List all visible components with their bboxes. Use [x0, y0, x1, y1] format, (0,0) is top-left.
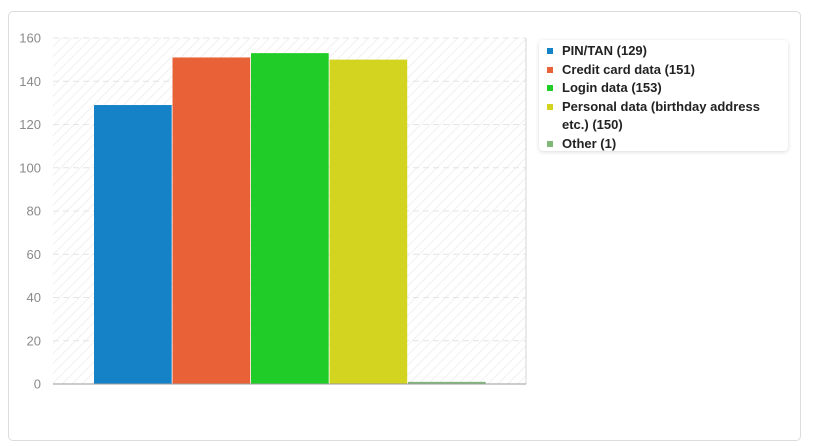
y-tick-label: 60: [27, 247, 41, 262]
legend-item[interactable]: Credit card data (151): [547, 61, 780, 80]
y-tick-label: 0: [34, 377, 41, 392]
legend-swatch: [547, 66, 553, 73]
y-tick-label: 80: [27, 204, 41, 219]
legend-label: PIN/TAN (129): [562, 43, 647, 58]
y-tick-label: 120: [19, 117, 41, 132]
bar[interactable]: [408, 381, 486, 384]
chart-legend: PIN/TAN (129) Credit card data (151) Login…: [539, 40, 788, 151]
bar[interactable]: [251, 53, 329, 384]
legend-label: Personal data (birthday address etc.) (1…: [562, 98, 760, 133]
y-tick-label: 100: [19, 160, 41, 175]
legend-swatch: [547, 140, 553, 147]
legend-label: Login data (153): [562, 80, 662, 95]
y-axis-ticks: 0 20 40 60 80 100 120 140 160: [19, 31, 41, 392]
gridlines: [53, 37, 526, 342]
bar[interactable]: [172, 57, 251, 385]
bar[interactable]: [94, 105, 172, 384]
legend-item[interactable]: Other (1): [547, 135, 780, 154]
legend-swatch: [547, 103, 553, 110]
legend-label: Credit card data (151): [562, 61, 695, 77]
y-tick-label: 160: [19, 31, 41, 46]
legend-swatch: [547, 85, 553, 91]
bar[interactable]: [329, 59, 408, 384]
bars: [94, 53, 486, 385]
y-tick-label: 40: [27, 290, 41, 305]
legend-label: Other (1): [562, 135, 617, 151]
legend-swatch: [547, 48, 553, 54]
y-tick-label: 20: [27, 333, 41, 348]
legend-item[interactable]: Personal data (birthday address etc.) (1…: [547, 98, 780, 135]
y-tick-label: 140: [19, 74, 41, 89]
legend-item[interactable]: PIN/TAN (129): [547, 42, 780, 61]
legend-item[interactable]: Login data (153): [547, 79, 780, 98]
